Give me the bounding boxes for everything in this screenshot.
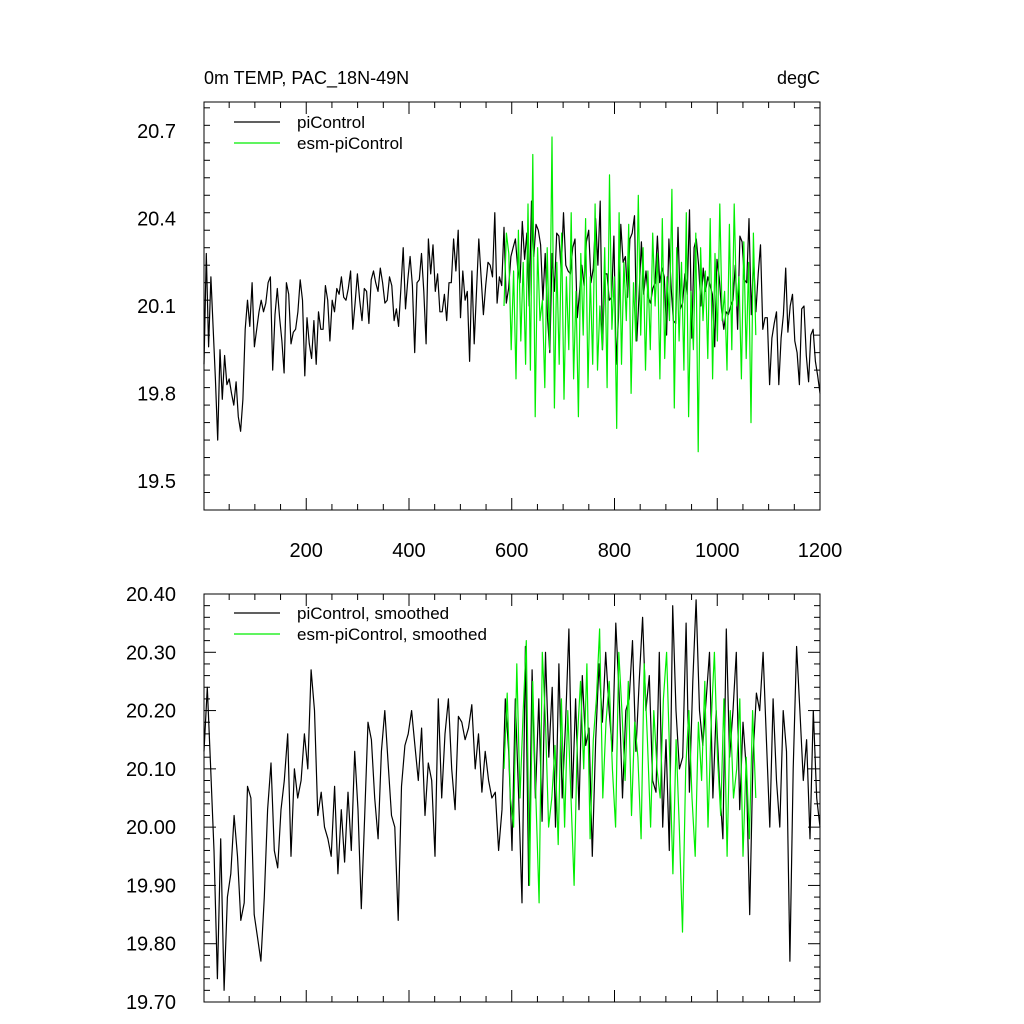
legend-label-esm-picontrol: esm-piControl (297, 134, 403, 153)
legend-label-picontrol-smoothed: piControl, smoothed (297, 604, 449, 623)
units-label: degC (777, 68, 820, 88)
y-tick-label: 20.10 (126, 759, 176, 781)
y-tick-label: 20.7 (137, 121, 176, 143)
panel-smoothed: 19.70 19.80 19.90 20.00 20.10 20.20 20.30 20.40… (126, 584, 821, 1014)
legend-label-picontrol: piControl (297, 113, 365, 132)
legend-label-esm-picontrol-smoothed: esm-piControl, smoothed (297, 625, 487, 644)
y-tick-label: 20.30 (126, 642, 176, 664)
x-tick-label: 800 (598, 540, 631, 562)
panel-raw: 0m TEMP, PAC_18N-49N degC 19.5 19.8 20.1 20… (137, 68, 842, 562)
x-tick-label: 1000 (695, 540, 740, 562)
x-tick-label: 1200 (798, 540, 843, 562)
x-tick-label: 400 (392, 540, 425, 562)
y-tick-label: 20.4 (137, 209, 176, 231)
chart-title: 0m TEMP, PAC_18N-49N (204, 68, 409, 89)
axis-ticks-raw: 19.5 19.8 20.1 20.4 20.7 200 400 600 800 1000 1200 (137, 102, 842, 562)
plot-area-raw (203, 136, 821, 453)
y-tick-label: 20.20 (126, 701, 176, 723)
series-line-picontrol-smoothed (203, 599, 821, 991)
series-line-esm-picontrol-smoothed (503, 628, 757, 933)
y-tick-label: 19.80 (126, 934, 176, 956)
y-tick-label: 19.8 (137, 383, 176, 405)
y-tick-label: 20.1 (137, 296, 176, 318)
axis-ticks-smoothed: 19.70 19.80 19.90 20.00 20.10 20.20 20.30 20.40 (126, 584, 821, 1014)
y-tick-label: 19.5 (137, 471, 176, 493)
x-tick-label: 200 (290, 540, 323, 562)
series-line-esm-picontrol (503, 136, 757, 453)
y-tick-label: 20.40 (126, 584, 176, 606)
x-tick-label: 600 (495, 540, 528, 562)
y-tick-label: 20.00 (126, 817, 176, 839)
legend-raw: piControl esm-piControl (234, 113, 403, 153)
y-tick-label: 19.90 (126, 875, 176, 897)
y-tick-label: 19.70 (126, 992, 176, 1014)
series-line-picontrol (203, 200, 821, 441)
plot-area-smoothed (203, 599, 821, 991)
legend-smoothed: piControl, smoothed esm-piControl, smoot… (234, 604, 487, 644)
plot-frame-smoothed (203, 593, 821, 1003)
